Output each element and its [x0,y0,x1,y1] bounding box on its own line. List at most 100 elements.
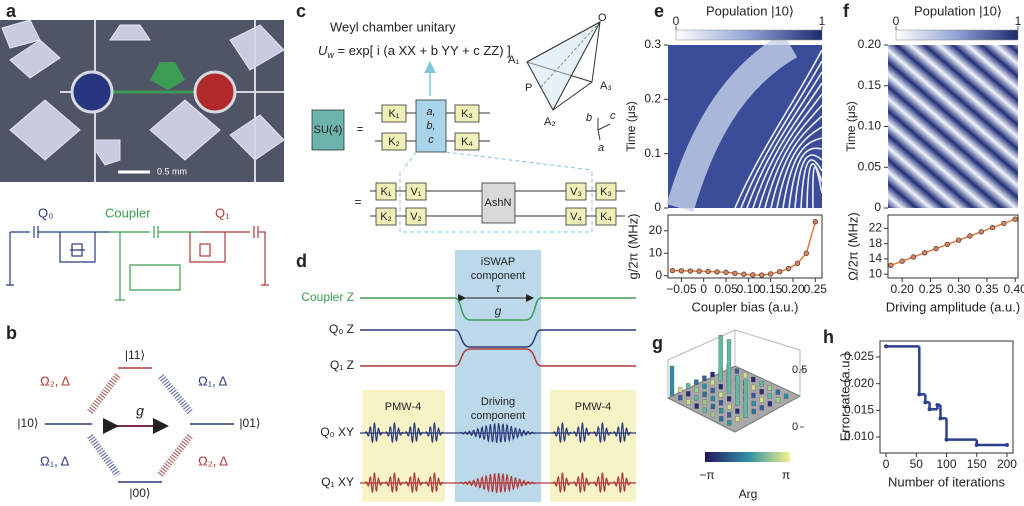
gate: K₂ [380,211,392,223]
point [974,443,979,447]
state-label: |00⟩ [129,486,150,500]
x-tick-label: −0.05 [666,282,697,296]
x-tick-label: 0.15 [759,282,783,296]
point [741,271,747,277]
y-tick-label: 0.015 [844,403,874,417]
point [1004,443,1009,447]
y-tick-label: 10 [869,266,883,280]
point [803,250,810,256]
panel-c: Weyl chamber unitary Uw = exp[ i (a XX +… [311,12,625,233]
panel-label: e [654,1,664,21]
x-tick-label: 0.25 [804,282,828,296]
z-tick-label: 0 [792,421,798,433]
gate: K₁ [388,108,399,120]
box-title: PMW-4 [575,401,611,413]
g-label: g [495,304,502,318]
bar-3d [751,408,756,415]
y-tick-label: 0.010 [844,429,874,443]
colorbar-label: Arg [739,487,758,501]
panel-label: d [296,251,307,271]
bar-3d [767,393,772,399]
bar-3d [686,391,691,397]
x-tick-label: 0.30 [947,282,971,296]
x-tick-label: 50 [910,457,924,471]
drive-springs [87,372,193,478]
bar-3d [702,375,707,381]
colorbar [675,29,823,41]
box-title: component [471,410,525,422]
y-tick-label: 0.10 [858,119,882,133]
bar-3d [718,335,723,382]
point [687,268,694,274]
x-tick-label: 0.35 [975,282,999,296]
bar-3d [759,397,764,403]
bar-3d [694,403,699,409]
bar-3d [718,408,724,414]
bar-3d [727,420,732,426]
tau: τ [496,281,502,295]
point [933,245,939,252]
y-axis-label: Error rate (a.u.) [837,353,852,442]
y-tick-label: 18 [869,236,883,250]
fit-line [672,221,817,276]
formula-sub: w [327,50,334,60]
y-tick-label: 0 [655,268,662,282]
circuit [6,226,269,301]
point [1012,216,1018,222]
bar-3d [767,385,772,391]
gate: K₁ [380,186,391,198]
formula: Uw = exp[ i (a XX + b YY + c ZZ) ] [318,43,511,60]
bar-3d [735,408,740,414]
c-title: Weyl chamber unitary [330,19,456,34]
bar-3d [734,368,740,374]
point [884,344,889,349]
y-tick-label: 0.20 [858,37,882,51]
vertex: A₂ [544,116,556,128]
y-tick-label: 20 [649,223,663,237]
point [917,392,922,397]
bar-3d [751,384,756,391]
fit-line [890,218,1016,267]
panel-label: f [843,1,850,21]
x-tick-label: 150 [967,457,987,471]
bar-3d [751,376,756,383]
bar-3d [686,383,691,389]
point [678,268,685,274]
point [794,260,801,267]
z-tick-label: 0.5 [792,364,807,376]
bar-3d [743,379,748,418]
bar-3d [710,403,716,410]
axis-name: c [610,110,616,122]
plot-frame [887,214,1019,279]
x-axis-label: Driving amplitude (a.u.) [886,299,1020,314]
gate: K₂ [388,136,400,148]
circuit-label: Q₁ [215,205,230,220]
line-label: Q₀ XY [320,425,354,439]
vertex: O [598,12,607,24]
x-tick-label: 0 [700,282,707,296]
x-tick-label: 0.10 [737,282,761,296]
point [1001,220,1007,227]
state-label: |01⟩ [239,416,260,430]
bar-3d [669,365,675,397]
x-tick-label: 100 [936,457,956,471]
formula-rhs: = exp[ i (a XX + b YY + c ZZ) ] [334,43,511,58]
point [750,272,756,278]
panel-a: 0.5 mm Q₀ Coupler Q₁ [0,19,285,301]
y-tick-label: 0.025 [844,349,874,363]
point [938,416,943,421]
y-tick-label: 0.3 [644,37,661,51]
point [899,258,905,264]
photo-shapes [1,19,285,166]
y-tick-label: 14 [869,251,883,265]
state-label: |11⟩ [125,348,145,362]
bar-3d [759,389,764,395]
x-tick-label: 0.25 [919,282,943,296]
bar-3d [783,393,789,399]
panel-label: c [296,1,306,21]
y-tick-label: 0.020 [844,376,874,390]
line-label: Q₀ Z [329,322,354,336]
drive-label: Ω₂, Δ [40,373,70,388]
box-title: PMW-4 [385,401,421,413]
